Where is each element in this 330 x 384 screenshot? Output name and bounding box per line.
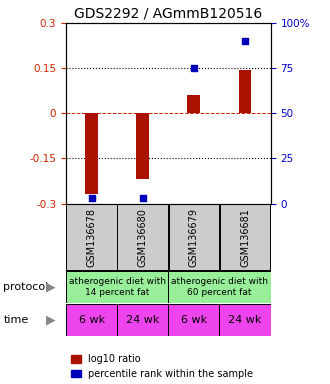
Text: 24 wk: 24 wk [126, 314, 159, 325]
Bar [85, 113, 98, 195]
Point [191, 65, 196, 71]
FancyBboxPatch shape [168, 304, 219, 336]
FancyBboxPatch shape [220, 204, 270, 270]
Bar [187, 95, 200, 113]
Text: atherogenic diet with
14 percent fat: atherogenic diet with 14 percent fat [69, 277, 166, 297]
FancyBboxPatch shape [168, 271, 271, 303]
Text: 6 wk: 6 wk [79, 314, 105, 325]
Text: 6 wk: 6 wk [181, 314, 207, 325]
Legend: log10 ratio, percentile rank within the sample: log10 ratio, percentile rank within the … [71, 354, 253, 379]
Bar [239, 70, 251, 113]
FancyBboxPatch shape [117, 304, 168, 336]
Text: atherogenic diet with
60 percent fat: atherogenic diet with 60 percent fat [171, 277, 268, 297]
Title: GDS2292 / AGmmB120516: GDS2292 / AGmmB120516 [74, 7, 262, 20]
Point [242, 38, 248, 44]
Text: protocol: protocol [3, 282, 49, 292]
FancyBboxPatch shape [117, 204, 168, 270]
Text: ▶: ▶ [46, 313, 56, 326]
Text: ▶: ▶ [46, 281, 56, 293]
FancyBboxPatch shape [66, 204, 117, 270]
FancyBboxPatch shape [169, 204, 219, 270]
Text: GSM136680: GSM136680 [138, 208, 148, 266]
Point [140, 195, 145, 201]
FancyBboxPatch shape [66, 271, 168, 303]
FancyBboxPatch shape [66, 304, 117, 336]
Text: 24 wk: 24 wk [228, 314, 262, 325]
Bar [136, 113, 149, 179]
FancyBboxPatch shape [219, 304, 271, 336]
Text: time: time [3, 314, 29, 325]
Text: GSM136678: GSM136678 [86, 208, 97, 266]
Text: GSM136679: GSM136679 [189, 208, 199, 266]
Point [89, 195, 94, 201]
Text: GSM136681: GSM136681 [240, 208, 250, 266]
